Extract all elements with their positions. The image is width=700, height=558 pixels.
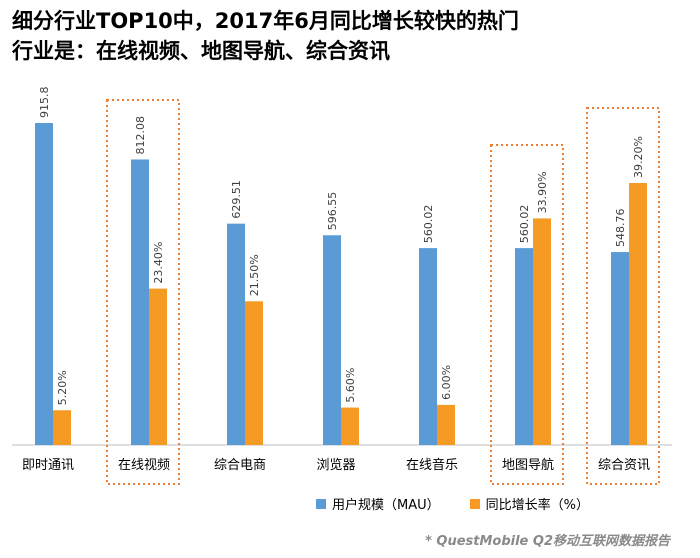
legend-item-mau: 用户规模（MAU） bbox=[316, 494, 440, 513]
label-mau-4: 560.02 bbox=[422, 205, 435, 244]
chart-title: 细分行业TOP10中，2017年6月同比增长较快的热门 行业是：在线视频、地图导… bbox=[12, 6, 692, 66]
bar-growth-0 bbox=[53, 410, 71, 445]
legend-label-mau: 用户规模（MAU） bbox=[332, 498, 440, 513]
source-note: * QuestMobile Q2移动互联网数据报告 bbox=[425, 534, 670, 549]
label-mau-0: 915.8 bbox=[38, 87, 51, 119]
bar-mau-1 bbox=[131, 159, 149, 445]
category-label-0: 即时通讯 bbox=[22, 458, 74, 473]
label-mau-6: 548.76 bbox=[614, 209, 627, 248]
category-label-6: 综合资讯 bbox=[598, 458, 650, 473]
legend-swatch-growth bbox=[469, 498, 480, 509]
label-growth-2: 21.50% bbox=[248, 254, 261, 296]
label-mau-5: 560.02 bbox=[518, 205, 531, 244]
label-growth-5: 33.90% bbox=[536, 171, 549, 213]
bar-growth-4 bbox=[437, 404, 455, 445]
legend-swatch-mau bbox=[316, 498, 326, 509]
bar-mau-0 bbox=[35, 123, 53, 445]
category-label-4: 在线音乐 bbox=[406, 457, 458, 473]
highlight-box-5 bbox=[490, 144, 564, 485]
bar-mau-2 bbox=[227, 223, 245, 445]
label-mau-3: 596.55 bbox=[326, 192, 339, 231]
highlight-box-1 bbox=[106, 99, 180, 485]
category-label-3: 浏览器 bbox=[316, 457, 355, 473]
label-mau-1: 812.08 bbox=[134, 116, 147, 155]
bar-mau-5 bbox=[515, 248, 533, 445]
legend: 用户规模（MAU） 同比增长率（%） bbox=[316, 494, 589, 513]
label-growth-4: 6.00% bbox=[440, 365, 453, 400]
title-line-1: 细分行业TOP10中，2017年6月同比增长较快的热门 bbox=[12, 9, 519, 33]
legend-item-growth: 同比增长率（%） bbox=[469, 494, 589, 513]
title-line-2: 行业是：在线视频、地图导航、综合资讯 bbox=[12, 39, 390, 63]
bar-mau-3 bbox=[323, 235, 341, 445]
label-growth-6: 39.20% bbox=[632, 136, 645, 178]
category-label-1: 在线视频 bbox=[118, 458, 170, 473]
label-growth-1: 23.40% bbox=[152, 242, 165, 284]
legend-label-growth: 同比增长率（%） bbox=[485, 498, 589, 513]
category-label-2: 综合电商 bbox=[214, 458, 266, 473]
bar-mau-4 bbox=[419, 248, 437, 445]
bar-growth-2 bbox=[245, 301, 263, 445]
label-growth-0: 5.20% bbox=[56, 370, 69, 405]
label-growth-3: 5.60% bbox=[344, 368, 357, 403]
bar-mau-6 bbox=[611, 252, 629, 445]
label-mau-2: 629.51 bbox=[230, 180, 243, 219]
bar-growth-1 bbox=[149, 288, 167, 445]
bar-growth-5 bbox=[533, 218, 551, 445]
bar-growth-3 bbox=[341, 407, 359, 445]
highlight-box-6 bbox=[586, 107, 660, 485]
category-label-5: 地图导航 bbox=[502, 457, 554, 473]
bar-growth-6 bbox=[629, 183, 647, 445]
